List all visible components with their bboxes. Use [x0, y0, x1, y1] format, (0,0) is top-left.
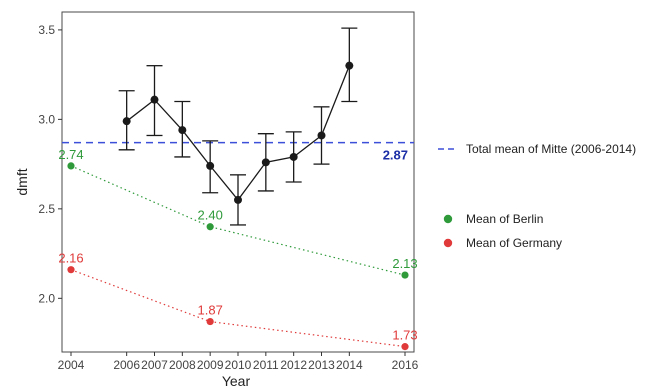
mitte-point	[150, 95, 159, 104]
legend-label: Total mean of Mitte (2006-2014)	[466, 142, 636, 156]
reference-line-group: 2.87	[62, 141, 414, 163]
berlin-value-label: 2.74	[58, 147, 83, 162]
x-tick-label: 2012	[280, 358, 307, 372]
berlin-value-label: 2.13	[392, 256, 417, 271]
x-axis: 2004 2006 2007 2008 2009 2010 2011 2012 2013 2014…	[58, 352, 419, 372]
series-berlin: 2.74 2.40 2.13	[58, 147, 418, 279]
x-tick-label: 2011	[253, 358, 279, 372]
x-tick-label: 2006	[113, 358, 140, 372]
series-germany: 2.16 1.87 1.73	[58, 251, 418, 351]
y-tick-label: 3.0	[38, 112, 55, 126]
legend-key-dot	[443, 214, 453, 224]
berlin-point	[67, 162, 75, 170]
berlin-point	[206, 223, 214, 231]
series-layer: 2.74 2.40 2.13 2.16 1.87 1.73	[58, 27, 418, 351]
berlin-trend-line	[70, 165, 406, 276]
germany-point	[401, 343, 409, 351]
mitte-point	[206, 161, 215, 170]
legend-item-total-mean: Total mean of Mitte (2006-2014)	[438, 142, 636, 156]
legend-label: Mean of Berlin	[466, 212, 543, 226]
mitte-point	[289, 152, 298, 161]
series-mitte	[118, 27, 358, 226]
legend-item-germany: Mean of Germany	[443, 236, 562, 250]
y-axis-title: dmft	[14, 168, 30, 195]
x-tick-label: 2009	[197, 358, 224, 372]
mitte-point	[317, 131, 326, 140]
y-tick-label: 2.5	[38, 202, 55, 216]
x-axis-title: Year	[222, 373, 251, 389]
legend: Total mean of Mitte (2006-2014) Mean of B…	[438, 142, 636, 250]
total-mean-value-label: 2.87	[383, 148, 408, 163]
x-tick-label: 2008	[169, 358, 196, 372]
mitte-point	[122, 117, 131, 126]
mitte-point	[234, 195, 242, 204]
y-tick-label: 2.0	[38, 291, 55, 305]
mitte-point	[345, 61, 354, 70]
legend-label: Mean of Germany	[466, 236, 562, 250]
x-tick-label: 2007	[141, 358, 168, 372]
berlin-value-label: 2.40	[198, 208, 223, 223]
x-tick-label: 2010	[225, 358, 252, 372]
x-tick-label: 2014	[336, 358, 363, 372]
berlin-point	[401, 271, 409, 279]
y-tick-label: 3.5	[38, 23, 55, 37]
x-tick-label: 2004	[58, 358, 85, 372]
legend-key-dot	[443, 238, 453, 248]
germany-point	[206, 317, 214, 326]
germany-point	[67, 266, 75, 274]
germany-value-label: 1.73	[392, 328, 417, 343]
germany-value-label: 2.16	[58, 251, 83, 266]
mitte-point	[261, 158, 270, 167]
germany-value-label: 1.87	[198, 303, 223, 318]
mitte-point	[178, 126, 187, 135]
x-tick-label: 2016	[392, 358, 419, 372]
x-tick-label: 2013	[308, 358, 335, 372]
y-axis: 2.0 2.5 3.0 3.5	[38, 23, 62, 305]
legend-item-berlin: Mean of Berlin	[443, 212, 543, 226]
